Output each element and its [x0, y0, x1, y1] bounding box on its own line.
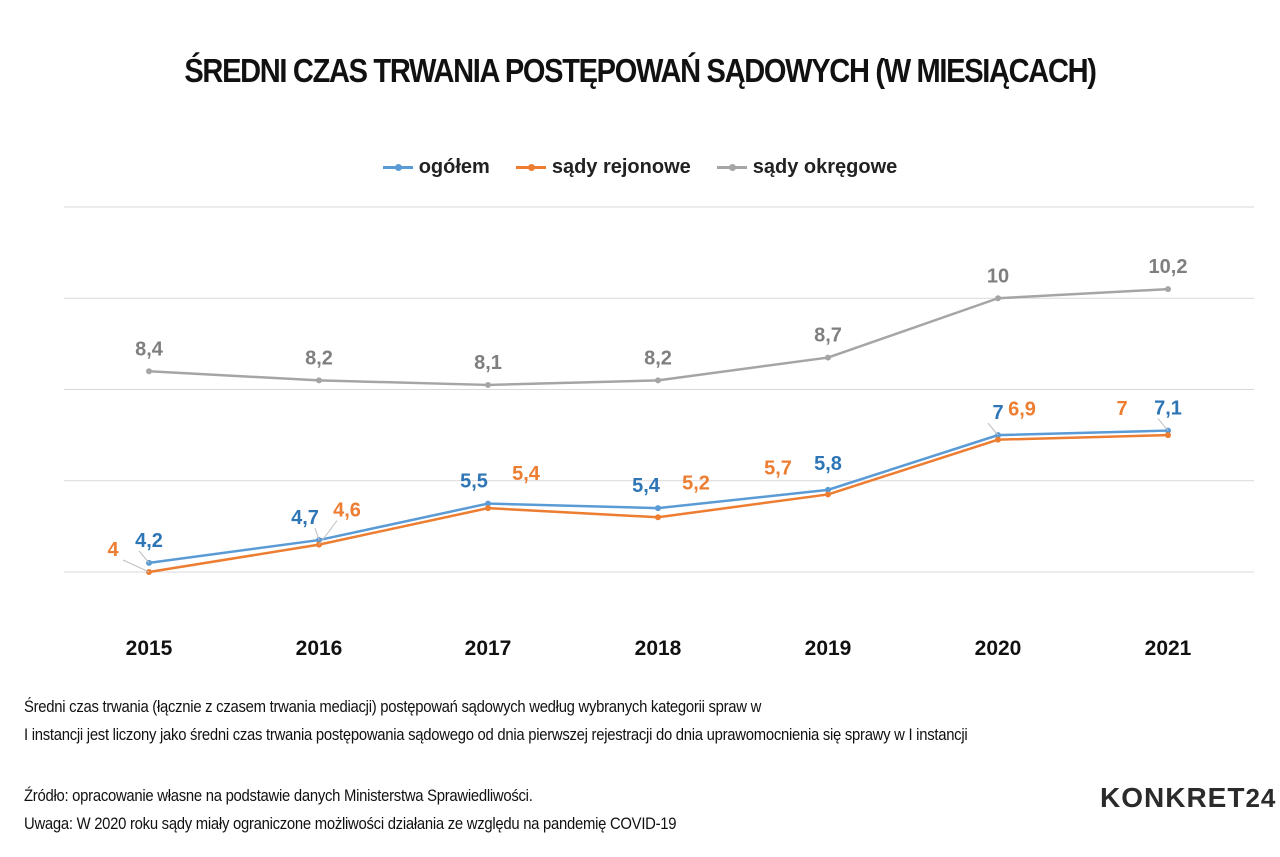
data-point-okregowe	[485, 381, 491, 388]
source-note: Źródło: opracowanie własne na podstawie …	[24, 787, 533, 805]
data-label-rejonowe: 5,4	[512, 463, 541, 485]
x-tick-label: 2021	[1145, 637, 1192, 660]
data-label-okregowe: 8,1	[474, 352, 502, 374]
data-point-okregowe	[146, 368, 152, 375]
label-leader	[318, 520, 338, 545]
logo-number: 24	[1245, 783, 1277, 813]
note-line-2: I instancji jest liczony jako średni cza…	[24, 726, 968, 744]
data-label-rejonowe: 5,7	[764, 457, 792, 479]
series-line-rejonowe	[148, 433, 1169, 574]
data-point-rejonowe	[655, 514, 661, 521]
legend-item-rejonowe: sądy rejonowe	[515, 156, 691, 179]
remark-note: Uwaga: W 2020 roku sądy miały ograniczon…	[24, 815, 677, 833]
logo-text: KONKRET	[1100, 782, 1246, 813]
label-leader	[987, 422, 999, 436]
data-label-rejonowe: 7	[1116, 398, 1127, 420]
data-label-okregowe: 8,2	[644, 347, 672, 369]
data-point-ogolem	[485, 500, 491, 507]
data-label-ogolem: 5,4	[632, 475, 661, 497]
data-label-okregowe: 10	[987, 265, 1009, 287]
legend-item-ogolem: ogółem	[382, 156, 490, 179]
konkret24-logo: KONKRET24	[1100, 782, 1276, 814]
data-label-ogolem: 7,1	[1154, 398, 1182, 420]
data-label-rejonowe: 4	[107, 539, 119, 561]
legend-swatch-okregowe	[716, 164, 747, 171]
data-point-rejonowe	[995, 436, 1001, 443]
data-point-rejonowe	[485, 505, 491, 512]
legend-swatch-ogolem	[382, 164, 413, 171]
legend-label-rejonowe: sądy rejonowe	[551, 156, 691, 178]
x-tick-label: 2015	[126, 637, 173, 660]
data-label-ogolem: 5,5	[460, 471, 488, 493]
note-line-1: Średni czas trwania (łącznie z czasem tr…	[24, 698, 762, 716]
data-label-okregowe: 10,2	[1149, 256, 1188, 278]
data-label-okregowe: 8,7	[814, 325, 842, 347]
label-leader	[122, 559, 150, 573]
data-label-rejonowe: 4,6	[333, 500, 361, 522]
x-tick-label: 2017	[465, 637, 512, 660]
line-chart: 2015 2016 2017 2018 2019 2020 2021 4,2 4,7 5,5 5,4…	[64, 206, 1254, 660]
legend-swatch-rejonowe	[515, 164, 546, 171]
data-point-ogolem	[825, 486, 831, 493]
data-point-rejonowe	[1165, 432, 1171, 439]
chart-legend: ogółem sądy rejonowe sądy okręgowe	[0, 156, 1280, 179]
data-label-ogolem: 5,8	[814, 453, 842, 475]
data-label-rejonowe: 6,9	[1008, 399, 1036, 421]
data-point-okregowe	[825, 354, 831, 361]
legend-label-ogolem: ogółem	[418, 156, 490, 178]
data-label-okregowe: 8,2	[305, 347, 333, 369]
label-leader	[138, 550, 150, 564]
x-tick-label: 2019	[805, 637, 852, 660]
x-tick-label: 2020	[975, 637, 1022, 660]
series-line-okregowe	[148, 287, 1169, 387]
label-leader	[1157, 418, 1169, 431]
data-label-ogolem: 4,7	[291, 507, 319, 529]
data-point-okregowe	[995, 295, 1001, 302]
chart-title: ŚREDNI CZAS TRWANIA POSTĘPOWAŃ SĄDOWYCH …	[184, 52, 1097, 89]
label-leader	[314, 527, 320, 541]
data-point-rejonowe	[825, 491, 831, 498]
x-tick-label: 2018	[635, 637, 682, 660]
data-label-ogolem: 7	[992, 402, 1003, 424]
data-label-ogolem: 4,2	[135, 530, 163, 552]
data-point-okregowe	[655, 377, 661, 384]
data-point-okregowe	[1165, 286, 1171, 293]
data-point-ogolem	[655, 505, 661, 512]
data-point-okregowe	[316, 377, 322, 384]
data-label-rejonowe: 5,2	[682, 472, 710, 494]
x-tick-label: 2016	[296, 637, 343, 660]
legend-label-okregowe: sądy okręgowe	[752, 156, 898, 178]
data-label-okregowe: 8,4	[135, 338, 164, 360]
legend-item-okregowe: sądy okręgowe	[716, 156, 898, 179]
